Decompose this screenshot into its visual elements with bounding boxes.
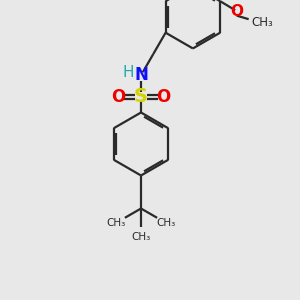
Text: N: N <box>134 66 148 84</box>
Text: CH₃: CH₃ <box>252 16 273 29</box>
Text: O: O <box>230 4 243 19</box>
Text: CH₃: CH₃ <box>156 218 175 228</box>
Text: S: S <box>134 87 148 106</box>
Text: CH₃: CH₃ <box>107 218 126 228</box>
Text: O: O <box>156 88 171 106</box>
Text: CH₃: CH₃ <box>131 232 151 242</box>
Text: H: H <box>123 65 134 80</box>
Text: O: O <box>111 88 126 106</box>
